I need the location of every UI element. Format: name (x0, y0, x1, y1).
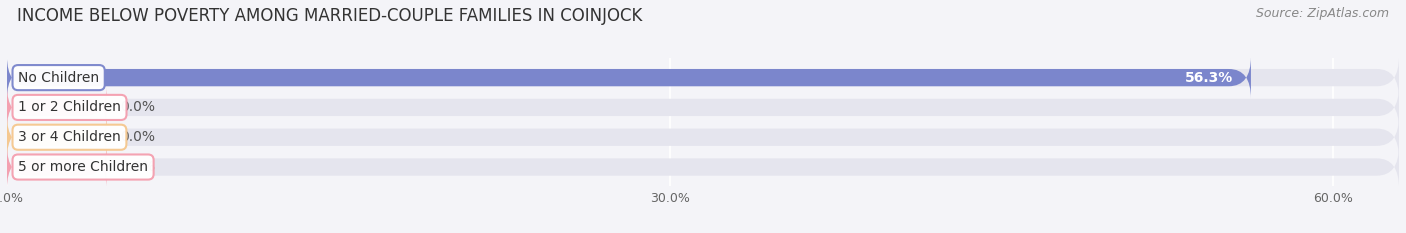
FancyBboxPatch shape (7, 56, 1399, 99)
FancyBboxPatch shape (7, 116, 1399, 158)
FancyBboxPatch shape (7, 56, 1251, 99)
Text: 56.3%: 56.3% (1185, 71, 1233, 85)
Text: 1 or 2 Children: 1 or 2 Children (18, 100, 121, 114)
FancyBboxPatch shape (7, 146, 1399, 188)
Text: 5 or more Children: 5 or more Children (18, 160, 148, 174)
Text: No Children: No Children (18, 71, 100, 85)
FancyBboxPatch shape (7, 86, 107, 129)
Text: 0.0%: 0.0% (120, 130, 155, 144)
FancyBboxPatch shape (7, 86, 1399, 129)
FancyBboxPatch shape (7, 116, 107, 158)
Text: 0.0%: 0.0% (120, 100, 155, 114)
Text: INCOME BELOW POVERTY AMONG MARRIED-COUPLE FAMILIES IN COINJOCK: INCOME BELOW POVERTY AMONG MARRIED-COUPL… (17, 7, 643, 25)
Text: 3 or 4 Children: 3 or 4 Children (18, 130, 121, 144)
Text: Source: ZipAtlas.com: Source: ZipAtlas.com (1256, 7, 1389, 20)
Text: 0.0%: 0.0% (120, 160, 155, 174)
FancyBboxPatch shape (7, 146, 107, 188)
